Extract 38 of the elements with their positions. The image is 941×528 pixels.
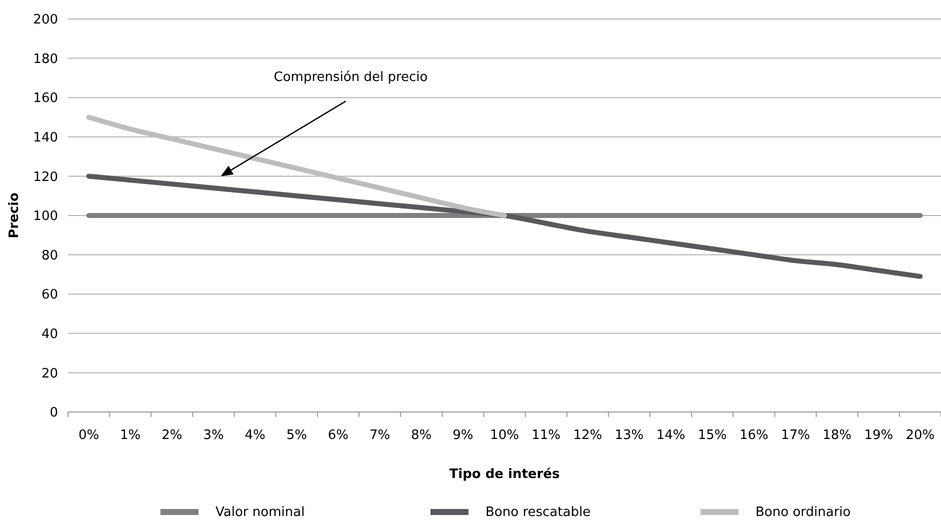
y-tick-label: 120 <box>33 170 58 185</box>
x-tick-label: 4% <box>244 428 266 443</box>
x-tick-label: 14% <box>656 428 686 443</box>
x-tick-label: 6% <box>328 428 349 443</box>
x-tick-label: 3% <box>203 428 224 443</box>
y-tick-label: 200 <box>33 12 58 28</box>
y-axis-title: Precio <box>7 192 22 238</box>
x-tick-label: 10% <box>490 428 519 443</box>
x-tick-label: 18% <box>822 428 852 443</box>
legend-label: Bono rescatable <box>486 505 591 520</box>
x-tick-label: 7% <box>369 428 390 443</box>
x-axis-title: Tipo de interés <box>449 467 560 482</box>
x-tick-label: 20% <box>906 428 935 443</box>
y-tick-label: 180 <box>33 52 58 67</box>
y-tick-label: 20 <box>41 366 58 382</box>
x-tick-label: 1% <box>120 428 141 443</box>
x-tick-label: 16% <box>739 428 768 443</box>
y-tick-label: 0 <box>50 406 58 421</box>
x-tick-label: 19% <box>864 428 894 443</box>
x-tick-label: 8% <box>411 428 432 443</box>
legend-label: Valor nominal <box>216 505 305 520</box>
y-tick-label: 160 <box>33 91 58 106</box>
y-tick-label: 80 <box>41 248 58 264</box>
x-tick-label: 0% <box>78 428 100 443</box>
x-tick-label: 9% <box>452 428 474 443</box>
x-tick-label: 13% <box>614 428 644 443</box>
x-tick-label: 11% <box>532 428 561 443</box>
x-tick-label: 12% <box>573 428 602 443</box>
y-tick-label: 40 <box>41 326 58 342</box>
legend-label: Bono ordinario <box>756 505 851 520</box>
y-tick-label: 60 <box>41 288 58 303</box>
x-tick-label: 17% <box>781 428 810 443</box>
x-tick-label: 2% <box>162 428 182 443</box>
x-tick-label: 15% <box>698 428 727 443</box>
y-tick-label: 140 <box>33 130 58 146</box>
x-tick-label: 5% <box>286 428 307 443</box>
annotation: Comprensión del precio <box>274 70 428 86</box>
y-tick-label: 100 <box>33 209 58 224</box>
